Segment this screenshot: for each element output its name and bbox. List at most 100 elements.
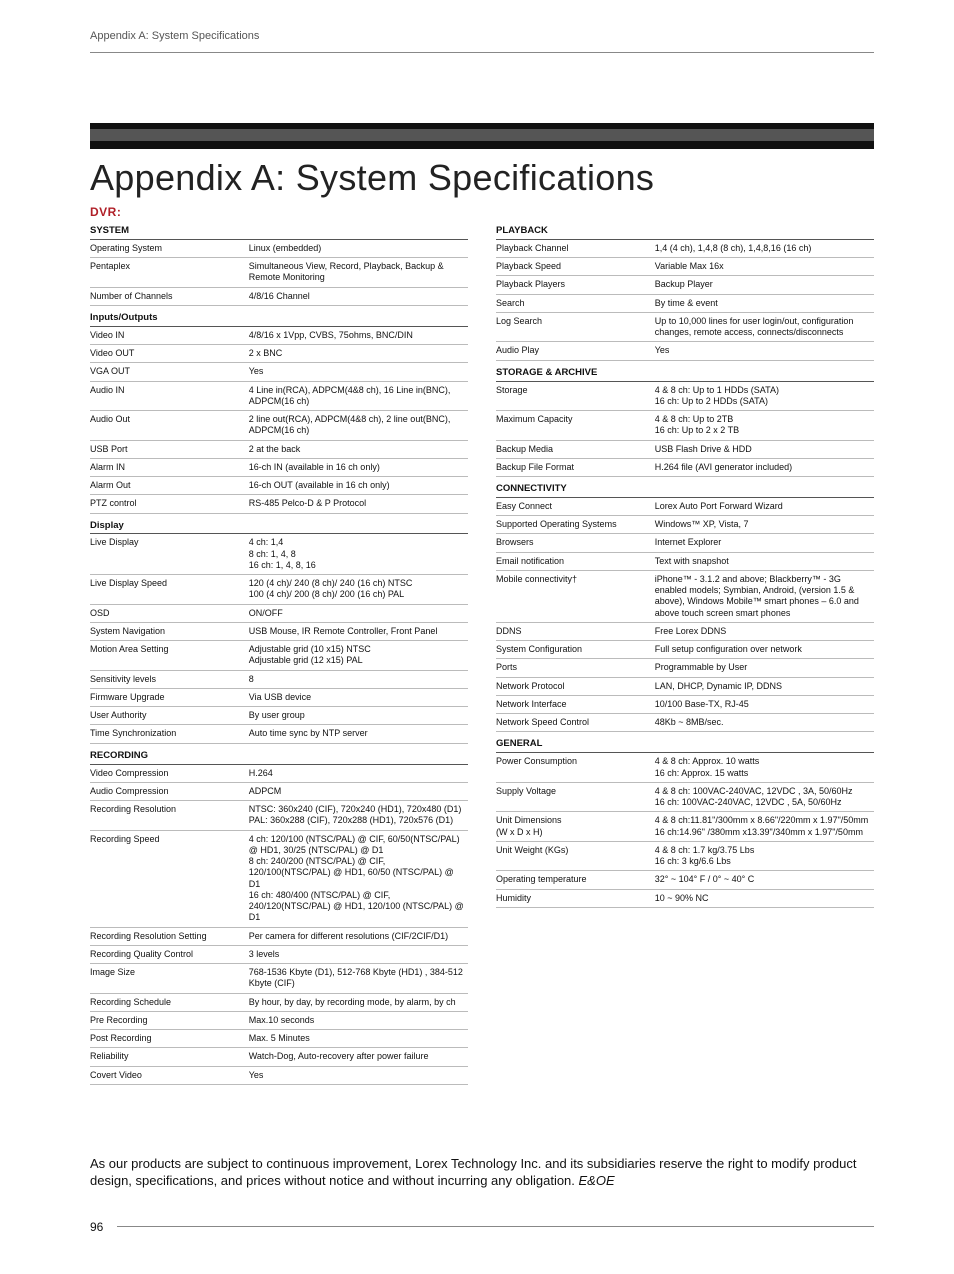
spec-value: H.264 file (AVI generator included): [655, 458, 874, 476]
spec-value: Windows™ XP, Vista, 7: [655, 516, 874, 534]
spec-row: Recording ResolutionNTSC: 360x240 (CIF),…: [90, 801, 468, 831]
spec-row: PTZ controlRS-485 Pelco-D & P Protocol: [90, 495, 468, 513]
spec-key: Email notification: [496, 552, 655, 570]
spec-key: Unit Weight (KGs): [496, 841, 655, 871]
spec-row: SearchBy time & event: [496, 294, 874, 312]
spec-value: 4 & 8 ch:11.81"/300mm x 8.66"/220mm x 1.…: [655, 812, 874, 842]
spec-value: Via USB device: [249, 688, 468, 706]
spec-row: Supported Operating SystemsWindows™ XP, …: [496, 516, 874, 534]
spec-row: Recording Resolution SettingPer camera f…: [90, 927, 468, 945]
disclaimer: As our products are subject to continuou…: [90, 1155, 874, 1190]
spec-value: Simultaneous View, Record, Playback, Bac…: [249, 258, 468, 288]
spec-row: Recording ScheduleBy hour, by day, by re…: [90, 993, 468, 1011]
header-rule: [90, 52, 874, 53]
spec-key: Recording Speed: [90, 830, 249, 927]
spec-row: Video IN4/8/16 x 1Vpp, CVBS, 75ohms, BNC…: [90, 326, 468, 344]
spec-key: Log Search: [496, 312, 655, 342]
spec-row: Network Speed Control48Kb ~ 8MB/sec.: [496, 714, 874, 732]
spec-row: Playback Channel1,4 (4 ch), 1,4,8 (8 ch)…: [496, 239, 874, 257]
spec-value: 120 (4 ch)/ 240 (8 ch)/ 240 (16 ch) NTSC…: [249, 575, 468, 605]
spec-row: Unit Weight (KGs)4 & 8 ch: 1.7 kg/3.75 L…: [496, 841, 874, 871]
spec-section-label: PLAYBACK: [496, 219, 874, 239]
spec-value: Free Lorex DDNS: [655, 622, 874, 640]
spec-key: Video IN: [90, 326, 249, 344]
spec-value: NTSC: 360x240 (CIF), 720x240 (HD1), 720x…: [249, 801, 468, 831]
footer: 96: [90, 1220, 874, 1234]
spec-value: 32° ~ 104° F / 0° ~ 40° C: [655, 871, 874, 889]
spec-section-label: SYSTEM: [90, 219, 468, 239]
spec-key: Search: [496, 294, 655, 312]
spec-value: Backup Player: [655, 276, 874, 294]
spec-value: Lorex Auto Port Forward Wizard: [655, 497, 874, 515]
spec-value: 4 & 8 ch: 100VAC-240VAC, 12VDC , 3A, 50/…: [655, 782, 874, 812]
spec-row: Live Display4 ch: 1,4 8 ch: 1, 4, 8 16 c…: [90, 534, 468, 575]
spec-value: 4 ch: 1,4 8 ch: 1, 4, 8 16 ch: 1, 4, 8, …: [249, 534, 468, 575]
spec-row: Backup File FormatH.264 file (AVI genera…: [496, 458, 874, 476]
spec-key: Audio Compression: [90, 782, 249, 800]
spec-value: 16-ch IN (available in 16 ch only): [249, 458, 468, 476]
spec-key: Audio IN: [90, 381, 249, 411]
spec-key: Covert Video: [90, 1066, 249, 1084]
spec-row: Playback PlayersBackup Player: [496, 276, 874, 294]
spec-value: USB Mouse, IR Remote Controller, Front P…: [249, 622, 468, 640]
spec-key: Recording Resolution: [90, 801, 249, 831]
spec-key: Video OUT: [90, 345, 249, 363]
spec-key: Motion Area Setting: [90, 641, 249, 671]
spec-key: Easy Connect: [496, 497, 655, 515]
spec-value: Linux (embedded): [249, 239, 468, 257]
spec-key: Recording Quality Control: [90, 945, 249, 963]
spec-row: Alarm Out16-ch OUT (available in 16 ch o…: [90, 477, 468, 495]
spec-row: System ConfigurationFull setup configura…: [496, 641, 874, 659]
spec-value: ADPCM: [249, 782, 468, 800]
spec-value: Programmable by User: [655, 659, 874, 677]
spec-value: 2 at the back: [249, 440, 468, 458]
header-section: Appendix A: System Specifications: [90, 30, 874, 42]
disclaimer-eoe: E&OE: [579, 1173, 615, 1188]
spec-value: 4 ch: 120/100 (NTSC/PAL) @ CIF, 60/50(NT…: [249, 830, 468, 927]
footer-rule: [117, 1226, 874, 1227]
spec-section-label: Inputs/Outputs: [90, 305, 468, 326]
spec-value: Yes: [249, 1066, 468, 1084]
page-title: Appendix A: System Specifications: [90, 157, 874, 199]
spec-row: Sensitivity levels8: [90, 670, 468, 688]
spec-row: Video OUT2 x BNC: [90, 345, 468, 363]
spec-section-label: RECORDING: [90, 743, 468, 764]
spec-value: 4/8/16 Channel: [249, 287, 468, 305]
spec-key: Audio Play: [496, 342, 655, 360]
spec-key: Mobile connectivity†: [496, 570, 655, 622]
spec-value: Variable Max 16x: [655, 258, 874, 276]
spec-table-left: SYSTEMOperating SystemLinux (embedded)Pe…: [90, 219, 468, 1085]
spec-key: Unit Dimensions (W x D x H): [496, 812, 655, 842]
spec-section-row: RECORDING: [90, 743, 468, 764]
spec-section-row: GENERAL: [496, 732, 874, 753]
spec-value: 768-1536 Kbyte (D1), 512-768 Kbyte (HD1)…: [249, 964, 468, 994]
spec-value: Internet Explorer: [655, 534, 874, 552]
spec-value: 4 & 8 ch: Up to 1 HDDs (SATA) 16 ch: Up …: [655, 381, 874, 411]
spec-key: OSD: [90, 604, 249, 622]
spec-row: PentaplexSimultaneous View, Record, Play…: [90, 258, 468, 288]
spec-row: DDNSFree Lorex DDNS: [496, 622, 874, 640]
spec-key: VGA OUT: [90, 363, 249, 381]
spec-row: Image Size768-1536 Kbyte (D1), 512-768 K…: [90, 964, 468, 994]
spec-value: 8: [249, 670, 468, 688]
spec-key: Network Protocol: [496, 677, 655, 695]
spec-row: Audio CompressionADPCM: [90, 782, 468, 800]
spec-row: Easy ConnectLorex Auto Port Forward Wiza…: [496, 497, 874, 515]
spec-value: H.264: [249, 764, 468, 782]
spec-table-right: PLAYBACKPlayback Channel1,4 (4 ch), 1,4,…: [496, 219, 874, 908]
spec-value: By user group: [249, 707, 468, 725]
spec-row: USB Port2 at the back: [90, 440, 468, 458]
spec-row: Humidity10 ~ 90% NC: [496, 889, 874, 907]
spec-value: 2 line out(RCA), ADPCM(4&8 ch), 2 line o…: [249, 411, 468, 441]
spec-value: Up to 10,000 lines for user login/out, c…: [655, 312, 874, 342]
spec-section-row: CONNECTIVITY: [496, 477, 874, 498]
spec-value: Full setup configuration over network: [655, 641, 874, 659]
spec-row: Video CompressionH.264: [90, 764, 468, 782]
spec-row: Recording Speed4 ch: 120/100 (NTSC/PAL) …: [90, 830, 468, 927]
spec-row: Recording Quality Control3 levels: [90, 945, 468, 963]
spec-row: Audio PlayYes: [496, 342, 874, 360]
spec-row: ReliabilityWatch-Dog, Auto-recovery afte…: [90, 1048, 468, 1066]
spec-row: System NavigationUSB Mouse, IR Remote Co…: [90, 622, 468, 640]
spec-value: 4 Line in(RCA), ADPCM(4&8 ch), 16 Line i…: [249, 381, 468, 411]
spec-row: Firmware UpgradeVia USB device: [90, 688, 468, 706]
